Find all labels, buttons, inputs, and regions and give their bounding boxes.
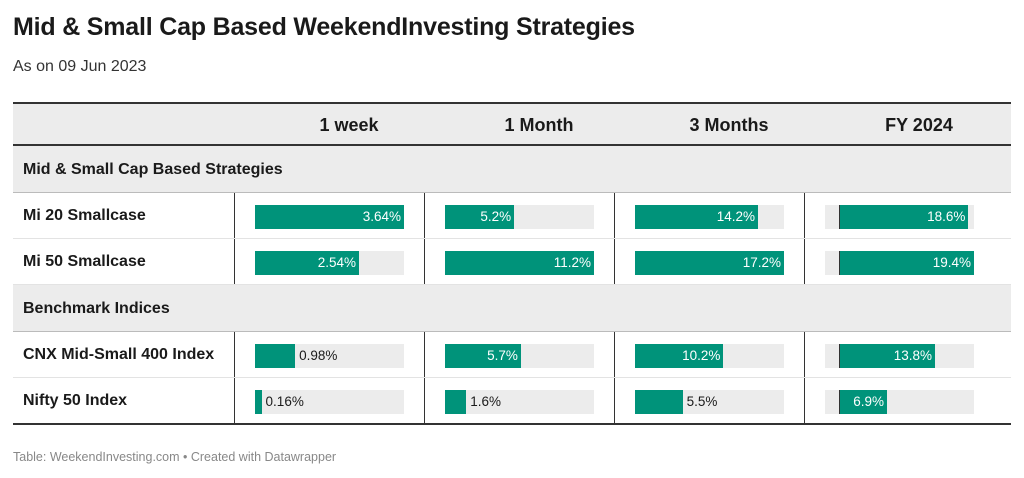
table-header: 1 week 1 Month 3 Months FY 2024 bbox=[13, 102, 1011, 146]
bar-fill bbox=[838, 251, 974, 275]
value-cell: 5.2% bbox=[424, 193, 614, 238]
chart-subtitle: As on 09 Jun 2023 bbox=[13, 58, 147, 75]
zero-axis-line bbox=[838, 251, 840, 275]
value-label: 11.2% bbox=[553, 255, 591, 270]
value-label: 14.2% bbox=[716, 209, 756, 224]
value-cell: 0.16% bbox=[234, 378, 424, 423]
chart-title: Mid & Small Cap Based WeekendInvesting S… bbox=[13, 13, 635, 41]
bar-fill bbox=[445, 205, 515, 229]
zero-axis-line bbox=[838, 205, 840, 229]
value-cell: 19.4% bbox=[804, 239, 994, 284]
row-label: CNX Mid-Small 400 Index bbox=[23, 346, 215, 363]
value-cell: 13.8% bbox=[804, 332, 994, 377]
value-cell: 11.2% bbox=[424, 239, 614, 284]
bar-fill bbox=[635, 344, 724, 368]
bar-track: 17.2% bbox=[635, 251, 784, 275]
value-label: 6.9% bbox=[853, 394, 884, 409]
bar-track: 6.9% bbox=[825, 390, 974, 414]
row-label: Nifty 50 Index bbox=[23, 392, 128, 409]
value-cell: 18.6% bbox=[804, 193, 994, 238]
value-cell: 0.98% bbox=[234, 332, 424, 377]
bar-track: 3.64% bbox=[255, 205, 404, 229]
bar-track: 0.16% bbox=[255, 390, 404, 414]
value-label: 0.98% bbox=[299, 348, 338, 363]
bar-track: 19.4% bbox=[825, 251, 974, 275]
value-label: 19.4% bbox=[932, 255, 971, 270]
group-label: Mid & Small Cap Based Strategies bbox=[23, 161, 283, 178]
value-cell: 14.2% bbox=[614, 193, 804, 238]
bar-track: 5.2% bbox=[445, 205, 594, 229]
bar-fill bbox=[445, 251, 594, 275]
row-label: Mi 50 Smallcase bbox=[23, 253, 146, 270]
value-label: 1.6% bbox=[470, 394, 502, 409]
column-header: 1 week bbox=[319, 115, 379, 135]
bar-fill bbox=[635, 205, 758, 229]
value-label: 3.64% bbox=[362, 209, 401, 224]
column-header: FY 2024 bbox=[885, 115, 953, 135]
value-label: 17.2% bbox=[742, 255, 781, 270]
group-label: Benchmark Indices bbox=[23, 300, 170, 317]
value-cell: 2.54% bbox=[234, 239, 424, 284]
bar-fill bbox=[255, 251, 359, 275]
bar-fill bbox=[445, 344, 521, 368]
bar-track: 2.54% bbox=[255, 251, 404, 275]
bar-track: 14.2% bbox=[635, 205, 784, 229]
value-label: 0.16% bbox=[265, 394, 304, 409]
bar-track: 1.6% bbox=[445, 390, 594, 414]
bar-track: 13.8% bbox=[825, 344, 974, 368]
table-row: Nifty 50 Index 0.16% 1.6% 5.5% 6.9% bbox=[13, 378, 1011, 425]
bar-fill bbox=[838, 344, 935, 368]
value-label: 5.2% bbox=[480, 209, 512, 224]
value-cell: 10.2% bbox=[614, 332, 804, 377]
zero-axis-line bbox=[838, 344, 840, 368]
value-label: 10.2% bbox=[682, 348, 721, 363]
value-cell: 6.9% bbox=[804, 378, 994, 423]
value-cell: 5.7% bbox=[424, 332, 614, 377]
bar-fill bbox=[838, 205, 969, 229]
table-row: Mi 50 Smallcase 2.54% 11.2% 17.2% 19.4% bbox=[13, 239, 1011, 285]
row-label: Mi 20 Smallcase bbox=[23, 207, 146, 224]
group-header: Mid & Small Cap Based Strategies bbox=[13, 146, 1011, 193]
bar-track: 5.5% bbox=[635, 390, 784, 414]
bar-fill bbox=[635, 390, 683, 414]
value-cell: 1.6% bbox=[424, 378, 614, 423]
bar-track: 18.6% bbox=[825, 205, 974, 229]
value-label: 18.6% bbox=[927, 209, 966, 224]
bar-fill bbox=[635, 251, 784, 275]
bar-track: 10.2% bbox=[635, 344, 784, 368]
column-header: 3 Months bbox=[689, 115, 769, 135]
group-header: Benchmark Indices bbox=[13, 285, 1011, 332]
value-label: 2.54% bbox=[317, 255, 356, 270]
bar-fill bbox=[255, 205, 404, 229]
value-label: 13.8% bbox=[893, 348, 933, 363]
bar-track: 5.7% bbox=[445, 344, 594, 368]
table-row: Mi 20 Smallcase 3.64% 5.2% 14.2% 18.6% bbox=[13, 193, 1011, 239]
bar-fill bbox=[255, 344, 296, 368]
bar-track: 0.98% bbox=[255, 344, 404, 368]
bar-fill bbox=[445, 390, 467, 414]
zero-axis-line bbox=[838, 390, 840, 414]
value-cell: 5.5% bbox=[614, 378, 804, 423]
value-cell: 3.64% bbox=[234, 193, 424, 238]
bar-fill bbox=[838, 390, 887, 414]
value-label: 5.5% bbox=[686, 394, 718, 409]
column-header: 1 Month bbox=[504, 115, 574, 135]
value-cell: 17.2% bbox=[614, 239, 804, 284]
bar-fill bbox=[255, 390, 262, 414]
value-label: 5.7% bbox=[487, 348, 518, 363]
table-row: CNX Mid-Small 400 Index 0.98% 5.7% 10.2% 13.… bbox=[13, 332, 1011, 378]
bar-track: 11.2% bbox=[445, 251, 594, 275]
data-table: 1 week 1 Month 3 Months FY 2024 Mid & Small… bbox=[13, 102, 1011, 425]
chart-footer: Table: WeekendInvesting.com • Created wi… bbox=[13, 450, 337, 464]
